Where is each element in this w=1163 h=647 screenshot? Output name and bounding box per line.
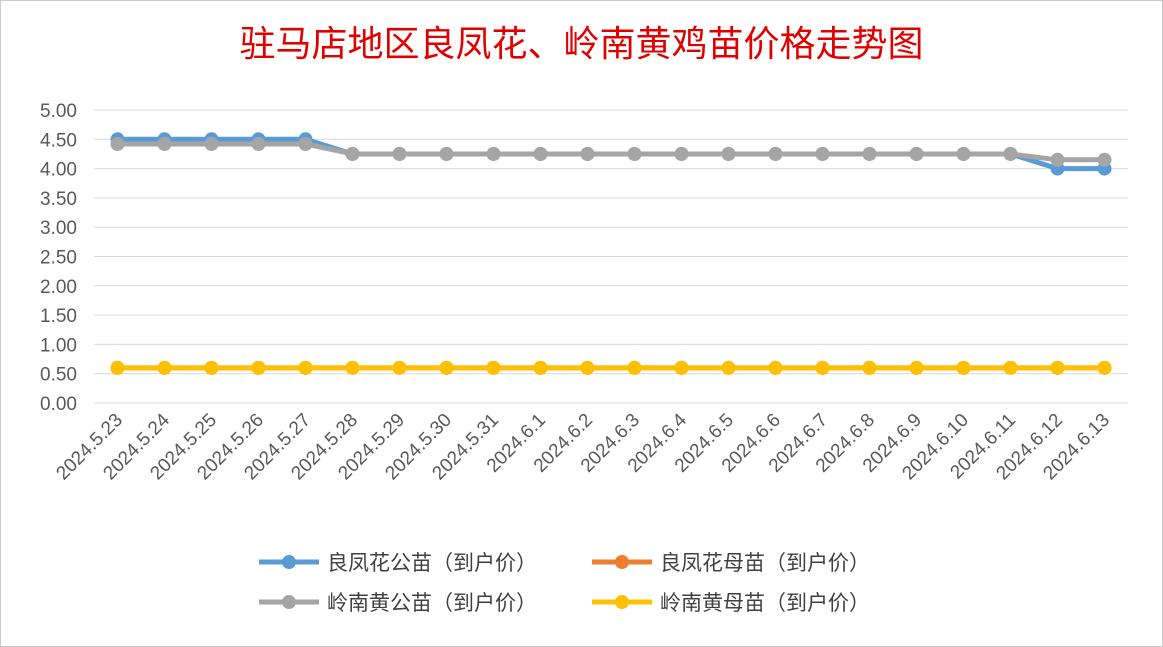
data-point [909, 360, 924, 375]
y-tick-label: 1.50 [40, 306, 77, 327]
data-point [674, 360, 689, 375]
data-point [1003, 360, 1018, 375]
data-point [439, 146, 454, 161]
data-point [1003, 146, 1018, 161]
data-point [110, 360, 125, 375]
legend-marker [282, 595, 296, 609]
data-point [533, 146, 548, 161]
legend-label: 良凤花公苗（到户价） [327, 551, 537, 575]
legend-label: 岭南黄公苗（到户价） [327, 591, 537, 615]
data-point [1097, 360, 1112, 375]
y-tick-label: 3.00 [40, 218, 77, 239]
data-point [909, 146, 924, 161]
data-point [956, 146, 971, 161]
data-point [862, 360, 877, 375]
y-tick-label: 2.00 [40, 277, 77, 298]
data-point [204, 136, 219, 151]
data-point [533, 360, 548, 375]
data-point [439, 360, 454, 375]
data-point [1050, 360, 1065, 375]
data-point [721, 360, 736, 375]
data-point [1097, 152, 1112, 167]
series-line [117, 141, 1105, 163]
data-point [674, 146, 689, 161]
y-tick-label: 5.00 [40, 101, 77, 122]
data-point [627, 360, 642, 375]
data-point [251, 360, 266, 375]
data-point [298, 136, 313, 151]
data-point [486, 360, 501, 375]
data-point [392, 360, 407, 375]
data-point [768, 360, 783, 375]
data-point [580, 146, 595, 161]
data-point [157, 360, 172, 375]
data-point [251, 136, 266, 151]
data-point [627, 146, 642, 161]
data-point [721, 146, 736, 161]
data-point [345, 146, 360, 161]
legend-marker [282, 555, 296, 569]
data-point [157, 136, 172, 151]
data-point [1050, 152, 1065, 167]
y-tick-label: 4.00 [40, 160, 77, 181]
data-point [768, 146, 783, 161]
data-point [392, 146, 407, 161]
data-point [580, 360, 595, 375]
data-point [956, 360, 971, 375]
legend-label: 岭南黄母苗（到户价） [660, 591, 870, 615]
y-tick-label: 4.50 [40, 130, 77, 151]
data-point [298, 360, 313, 375]
data-point [204, 360, 219, 375]
y-tick-label: 3.50 [40, 189, 77, 210]
y-tick-label: 1.00 [40, 335, 77, 356]
y-tick-label: 0.50 [40, 365, 77, 386]
y-tick-label: 0.00 [40, 394, 77, 415]
legend-marker [615, 555, 629, 569]
data-point [486, 146, 501, 161]
data-point [110, 136, 125, 151]
y-tick-label: 2.50 [40, 248, 77, 269]
data-point [815, 360, 830, 375]
data-point [862, 146, 877, 161]
data-point [815, 146, 830, 161]
legend-label: 良凤花母苗（到户价） [660, 551, 870, 575]
legend-marker [615, 595, 629, 609]
data-point [345, 360, 360, 375]
chart-title: 驻马店地区良凤花、岭南黄鸡苗价格走势图 [239, 24, 924, 65]
